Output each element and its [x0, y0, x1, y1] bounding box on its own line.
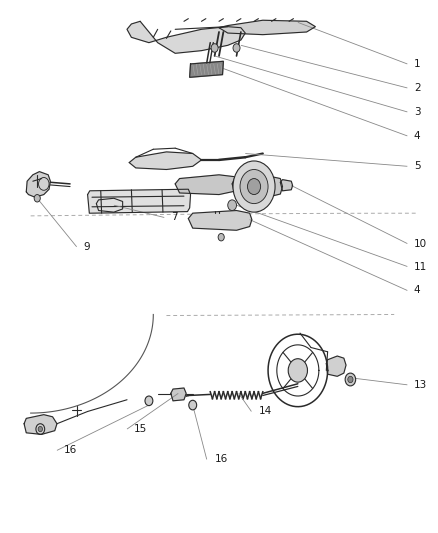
Text: 4: 4 — [414, 286, 420, 295]
Polygon shape — [129, 152, 201, 169]
Polygon shape — [175, 175, 239, 195]
Text: 13: 13 — [414, 380, 427, 390]
Circle shape — [211, 44, 218, 52]
Circle shape — [240, 169, 268, 204]
Text: 15: 15 — [134, 424, 147, 434]
Text: 11: 11 — [414, 262, 427, 271]
Polygon shape — [88, 189, 191, 213]
Polygon shape — [188, 211, 252, 230]
Polygon shape — [219, 20, 315, 35]
Circle shape — [288, 359, 307, 382]
Circle shape — [247, 179, 261, 195]
Circle shape — [345, 373, 356, 386]
Text: 14: 14 — [258, 407, 272, 416]
Circle shape — [348, 376, 353, 383]
Circle shape — [189, 400, 197, 410]
Text: 2: 2 — [414, 83, 420, 93]
Polygon shape — [190, 61, 223, 77]
Polygon shape — [232, 175, 283, 198]
Circle shape — [228, 200, 237, 211]
Polygon shape — [127, 21, 245, 53]
Polygon shape — [171, 388, 186, 401]
Polygon shape — [326, 356, 346, 376]
Polygon shape — [26, 172, 50, 197]
Polygon shape — [24, 415, 57, 434]
Text: 3: 3 — [414, 107, 420, 117]
Text: 4: 4 — [414, 131, 420, 141]
Circle shape — [233, 161, 275, 212]
Polygon shape — [96, 198, 123, 212]
Polygon shape — [280, 180, 293, 191]
Text: 10: 10 — [414, 239, 427, 248]
Text: 1: 1 — [414, 59, 420, 69]
Text: 7: 7 — [171, 213, 177, 222]
Text: 16: 16 — [215, 455, 228, 464]
Circle shape — [34, 195, 40, 202]
Text: 5: 5 — [414, 161, 420, 171]
Text: 9: 9 — [83, 242, 90, 252]
Circle shape — [218, 233, 224, 241]
Circle shape — [38, 426, 42, 432]
Circle shape — [145, 396, 153, 406]
Text: 16: 16 — [64, 446, 77, 455]
Circle shape — [233, 44, 240, 52]
